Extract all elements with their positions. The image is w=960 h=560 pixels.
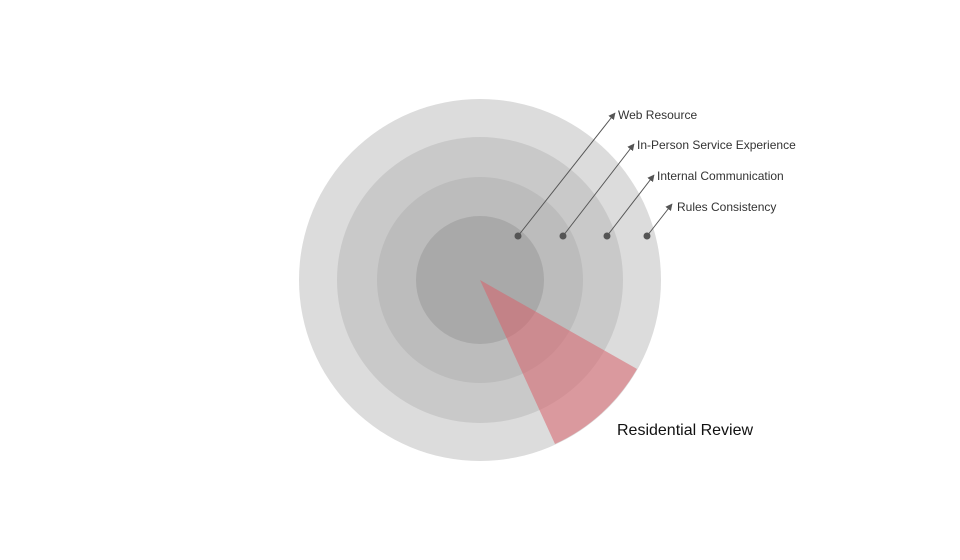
residential-review-wedge — [480, 280, 637, 444]
callout-in-person-service — [559, 143, 635, 240]
callout-web-resource — [514, 112, 616, 240]
callout-dot — [514, 232, 522, 240]
callout-internal-communication — [603, 174, 655, 240]
callout-arrow — [646, 203, 673, 237]
callout-rules-consistency — [643, 203, 673, 240]
callout-arrow — [606, 174, 655, 237]
callout-dot — [559, 232, 567, 240]
callout-arrow — [517, 112, 616, 237]
label-rules-consistency: Rules Consistency — [677, 200, 776, 214]
label-residential-review: Residential Review — [617, 422, 754, 439]
label-in-person-service: In-Person Service Experience — [637, 138, 796, 152]
callout-dot — [603, 232, 611, 240]
label-web-resource: Web Resource — [618, 108, 697, 122]
callout-arrow — [562, 143, 635, 237]
label-internal-communication: Internal Communication — [657, 169, 784, 183]
callout-dot — [643, 232, 651, 240]
